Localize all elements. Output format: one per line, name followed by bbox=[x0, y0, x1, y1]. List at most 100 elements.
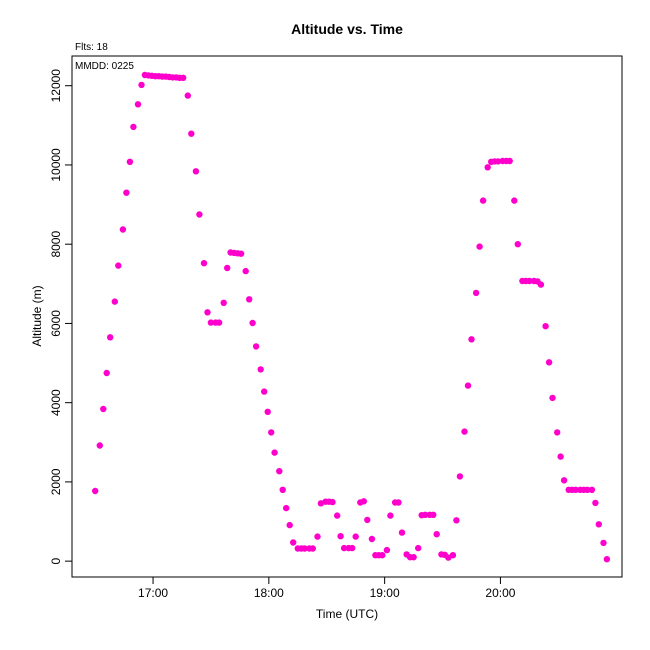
data-point bbox=[603, 556, 611, 563]
data-point bbox=[329, 498, 336, 506]
y-tick-label: 2000 bbox=[49, 468, 63, 495]
y-axis-label: Altitude (m) bbox=[30, 285, 44, 346]
data-point bbox=[464, 382, 472, 389]
data-points bbox=[92, 71, 611, 563]
data-point bbox=[301, 545, 308, 552]
data-point bbox=[511, 197, 518, 204]
data-point bbox=[592, 499, 599, 507]
data-point bbox=[484, 164, 491, 171]
data-point bbox=[337, 533, 344, 540]
data-point bbox=[542, 323, 549, 330]
data-point bbox=[494, 158, 502, 165]
data-point bbox=[224, 264, 231, 272]
data-point bbox=[261, 388, 268, 395]
data-point bbox=[600, 539, 607, 547]
data-point bbox=[514, 241, 521, 248]
data-point bbox=[415, 544, 422, 552]
data-point bbox=[352, 533, 359, 540]
data-point bbox=[526, 277, 533, 285]
data-point bbox=[268, 429, 275, 436]
data-point bbox=[264, 408, 271, 415]
data-point bbox=[368, 535, 376, 543]
data-point bbox=[138, 81, 145, 89]
y-tick-label: 8000 bbox=[49, 231, 63, 258]
data-point bbox=[220, 299, 227, 306]
data-point bbox=[314, 533, 321, 540]
data-point bbox=[200, 260, 208, 267]
data-point bbox=[537, 281, 545, 288]
data-point bbox=[340, 544, 348, 552]
data-point bbox=[549, 394, 556, 402]
date-annotation: MMDD: 0225 bbox=[75, 61, 134, 72]
data-point bbox=[584, 486, 591, 493]
data-point bbox=[461, 428, 468, 435]
data-point bbox=[207, 319, 215, 326]
data-point bbox=[349, 544, 356, 552]
data-point bbox=[560, 477, 568, 484]
data-point bbox=[379, 552, 386, 559]
y-tick-label: 0 bbox=[49, 557, 63, 564]
data-point bbox=[249, 319, 256, 327]
chart-title: Altitude vs. Time bbox=[291, 21, 403, 37]
data-point bbox=[188, 130, 195, 137]
x-axis-label: Time (UTC) bbox=[316, 607, 378, 621]
data-point bbox=[572, 486, 579, 493]
data-point bbox=[279, 486, 286, 493]
data-point bbox=[111, 298, 119, 305]
data-point bbox=[468, 336, 475, 343]
x-tick-label: 18:00 bbox=[254, 586, 284, 600]
data-point bbox=[96, 442, 104, 449]
data-point bbox=[242, 267, 249, 275]
data-point bbox=[134, 101, 142, 108]
data-point bbox=[433, 531, 440, 538]
data-point bbox=[309, 545, 316, 552]
data-point bbox=[449, 552, 457, 559]
data-point bbox=[557, 453, 564, 460]
data-point bbox=[123, 189, 130, 196]
data-point bbox=[252, 343, 260, 350]
data-point bbox=[246, 296, 253, 303]
data-point bbox=[383, 546, 391, 554]
data-point bbox=[456, 473, 464, 480]
x-axis: 17:00 18:00 19:00 20:00 bbox=[138, 577, 516, 600]
data-point bbox=[107, 334, 114, 341]
data-point bbox=[422, 511, 429, 518]
data-point bbox=[92, 487, 99, 495]
data-point bbox=[545, 359, 553, 366]
data-point bbox=[364, 516, 371, 524]
data-point bbox=[334, 512, 341, 519]
data-point bbox=[506, 157, 513, 165]
x-tick-label: 17:00 bbox=[138, 586, 168, 600]
data-point bbox=[360, 498, 367, 505]
data-point bbox=[271, 449, 278, 456]
data-point bbox=[453, 517, 460, 524]
data-point bbox=[430, 511, 437, 518]
data-point bbox=[103, 369, 110, 377]
data-point bbox=[196, 211, 203, 218]
data-point bbox=[398, 529, 406, 536]
x-tick-label: 19:00 bbox=[370, 586, 400, 600]
data-point bbox=[286, 521, 293, 529]
data-point bbox=[204, 309, 211, 316]
y-tick-label: 4000 bbox=[49, 389, 63, 416]
data-point bbox=[588, 486, 596, 493]
data-point bbox=[130, 123, 137, 131]
data-point bbox=[184, 92, 191, 99]
plot-area-frame bbox=[71, 55, 623, 578]
data-point bbox=[387, 512, 394, 519]
data-point bbox=[192, 168, 200, 175]
data-point bbox=[215, 319, 223, 326]
data-point bbox=[476, 243, 483, 250]
data-point bbox=[472, 289, 480, 297]
data-point bbox=[479, 197, 487, 204]
y-axis: 0 2000 4000 6000 8000 10000 12000 bbox=[49, 69, 72, 564]
data-point bbox=[410, 554, 417, 561]
data-point bbox=[237, 250, 245, 257]
data-point bbox=[290, 539, 297, 546]
x-tick-label: 20:00 bbox=[485, 586, 515, 600]
flights-count-label: Flts: 18 bbox=[75, 42, 108, 53]
y-tick-label: 12000 bbox=[49, 69, 63, 103]
data-point bbox=[126, 158, 134, 165]
data-point bbox=[554, 429, 561, 436]
